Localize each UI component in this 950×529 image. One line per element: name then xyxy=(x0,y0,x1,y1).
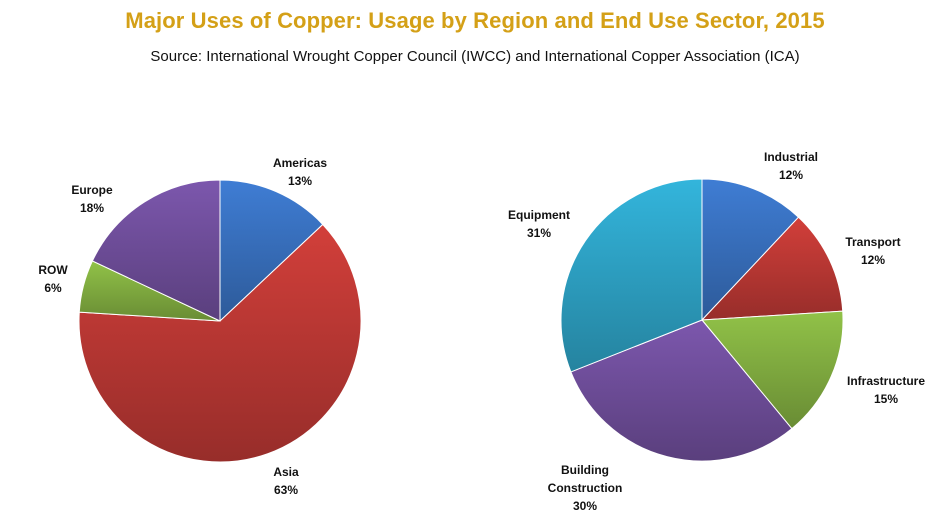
pie-slice-infrastructure xyxy=(700,310,844,430)
pie-slice-building-construction xyxy=(570,319,793,462)
slice-label-europe: Europe 18% xyxy=(71,183,113,215)
pie-chart-2: Industrial 12% Transport 12% Infrastructure 1… xyxy=(508,150,925,513)
slice-label-asia: Asia 63% xyxy=(273,465,299,497)
pie-slice-transport xyxy=(700,216,844,321)
slice-label-americas: Americas 13% xyxy=(273,156,327,188)
page-subtitle: Source: International Wrought Copper Cou… xyxy=(150,48,800,65)
slice-label-transport: Transport 12% xyxy=(845,235,900,267)
page-title: Major Uses of Copper: Usage by Region an… xyxy=(125,8,825,33)
pie-slice-europe xyxy=(91,179,221,322)
pie-slice-americas xyxy=(219,179,324,323)
pie-slice-equipment xyxy=(560,178,703,373)
slice-label-building-construction: Building Construction 30% xyxy=(548,463,623,513)
slice-label-row: ROW 6% xyxy=(38,263,68,295)
slice-label-equipment: Equipment 31% xyxy=(508,208,570,240)
pie-slice-asia xyxy=(78,223,362,463)
pie-chart-1: Americas 13% Asia 63% ROW 6% Europe 18% xyxy=(38,156,362,497)
slice-label-infrastructure: Infrastructure 15% xyxy=(847,374,925,406)
slice-label-industrial: Industrial 12% xyxy=(764,150,818,182)
pie-slice-industrial xyxy=(701,178,800,322)
